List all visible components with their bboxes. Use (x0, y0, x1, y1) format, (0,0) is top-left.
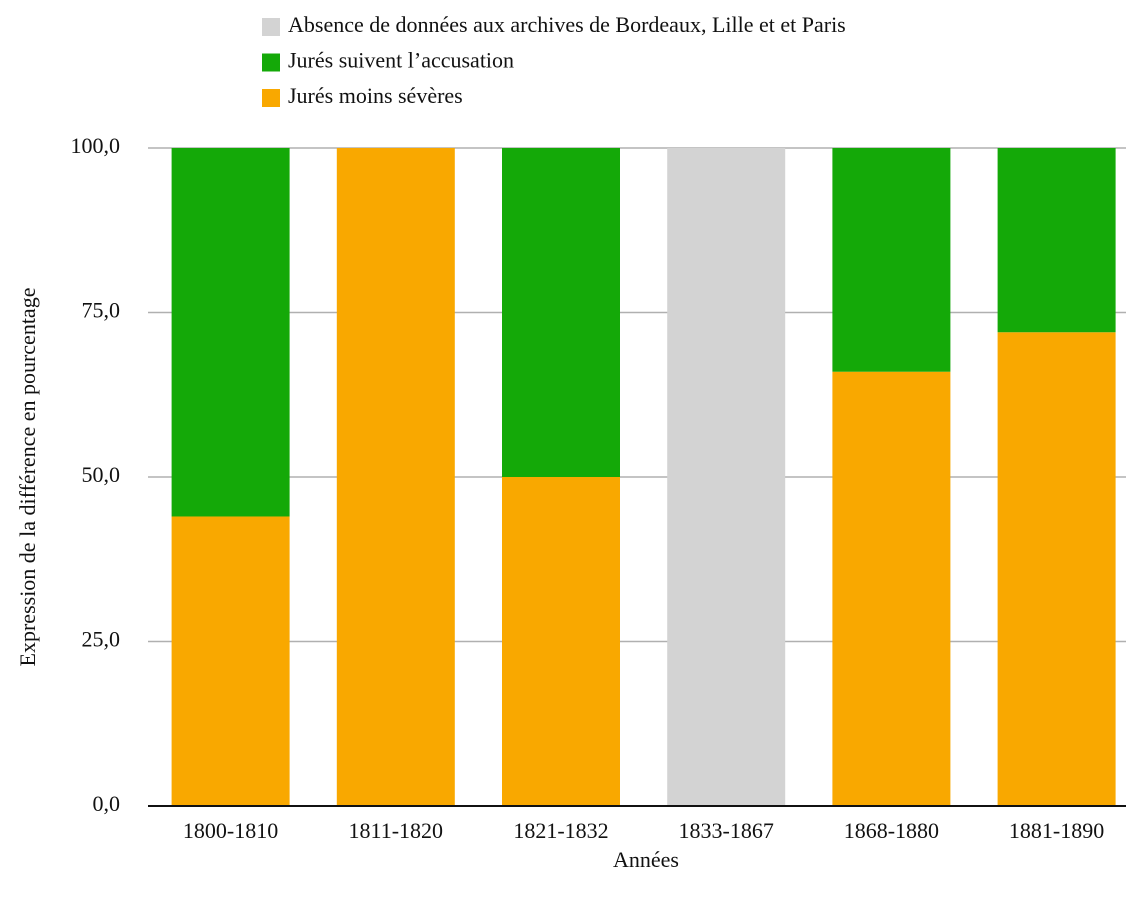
bar-segment (502, 148, 620, 477)
bar-segment (832, 148, 951, 372)
y-tick-label: 50,0 (82, 462, 121, 487)
y-axis-label: Expression de la différence en pourcenta… (15, 288, 40, 667)
x-axis-label: Années (613, 847, 679, 872)
y-tick-label: 0,0 (93, 791, 121, 816)
bar-segment (667, 148, 786, 806)
bar-segment (832, 371, 951, 806)
bar-segment (997, 332, 1116, 806)
bar-segment (502, 477, 620, 806)
y-tick-label: 25,0 (82, 627, 121, 652)
x-tick-label: 1821-1832 (513, 818, 608, 843)
bar-segment (171, 516, 290, 806)
x-tick-label: 1800-1810 (183, 818, 278, 843)
legend-swatch (262, 89, 280, 107)
x-tick-label: 1868-1880 (844, 818, 939, 843)
legend-swatch (262, 53, 280, 72)
legend-label: Jurés moins sévères (288, 83, 463, 108)
bar-segment (171, 148, 290, 517)
legend-label: Jurés suivent l’accusation (288, 48, 514, 73)
x-tick-label: 1833-1867 (679, 818, 774, 843)
x-tick-label: 1811-1820 (349, 818, 444, 843)
bar-segment (336, 148, 455, 806)
x-tick-label: 1881-1890 (1009, 818, 1104, 843)
y-tick-label: 75,0 (82, 298, 121, 323)
legend-swatch (262, 18, 280, 36)
y-tick-label: 100,0 (71, 133, 121, 158)
legend-label: Absence de données aux archives de Borde… (288, 12, 846, 37)
bar-segment (997, 148, 1116, 333)
